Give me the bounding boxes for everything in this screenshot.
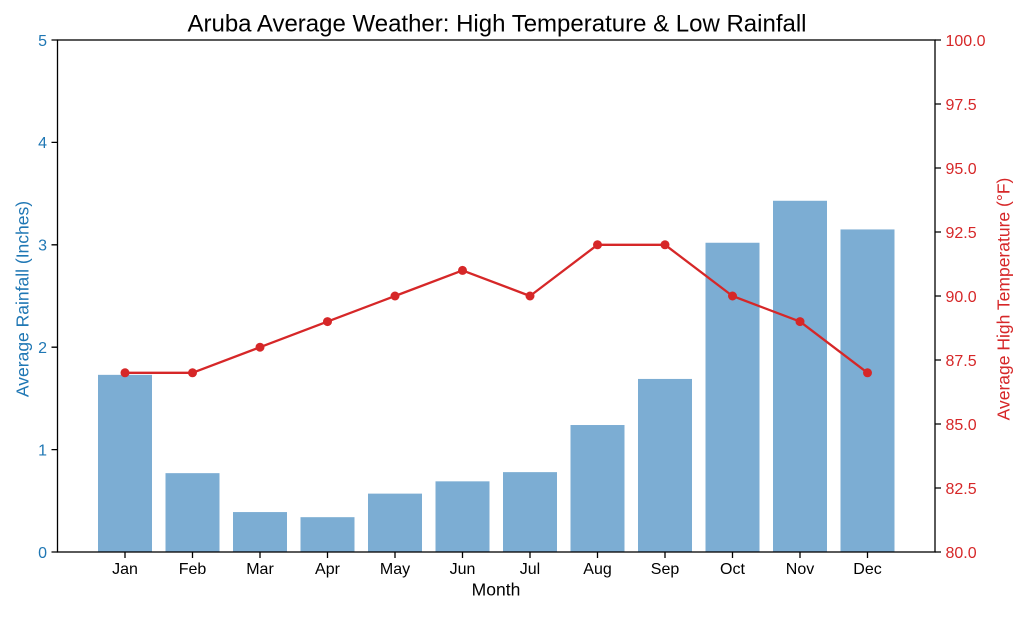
svg-text:2: 2 xyxy=(38,340,47,357)
svg-text:3: 3 xyxy=(38,238,47,255)
svg-text:Jun: Jun xyxy=(450,561,476,578)
svg-text:4: 4 xyxy=(38,135,47,152)
svg-text:85.0: 85.0 xyxy=(946,417,977,434)
svg-text:Mar: Mar xyxy=(246,561,274,578)
svg-text:92.5: 92.5 xyxy=(946,225,977,242)
svg-text:100.0: 100.0 xyxy=(946,33,986,50)
svg-text:1: 1 xyxy=(38,442,47,459)
svg-text:0: 0 xyxy=(38,545,47,562)
svg-text:Aruba Average Weather: High Te: Aruba Average Weather: High Temperature … xyxy=(187,11,806,38)
svg-text:Average High Temperature (°F): Average High Temperature (°F) xyxy=(994,178,1014,421)
svg-text:Oct: Oct xyxy=(720,561,745,578)
svg-text:95.0: 95.0 xyxy=(946,161,977,178)
svg-text:Dec: Dec xyxy=(853,561,881,578)
svg-text:Average Rainfall (Inches): Average Rainfall (Inches) xyxy=(13,201,33,397)
svg-text:82.5: 82.5 xyxy=(946,481,977,498)
svg-text:May: May xyxy=(380,561,410,578)
svg-text:Nov: Nov xyxy=(786,561,814,578)
svg-text:97.5: 97.5 xyxy=(946,97,977,114)
svg-text:80.0: 80.0 xyxy=(946,545,977,562)
svg-text:87.5: 87.5 xyxy=(946,353,977,370)
svg-text:90.0: 90.0 xyxy=(946,289,977,306)
svg-text:Month: Month xyxy=(472,579,521,599)
svg-text:Feb: Feb xyxy=(179,561,207,578)
svg-text:Aug: Aug xyxy=(583,561,611,578)
svg-text:Apr: Apr xyxy=(315,561,341,578)
svg-text:Jul: Jul xyxy=(520,561,540,578)
svg-text:Jan: Jan xyxy=(112,561,138,578)
svg-text:5: 5 xyxy=(38,33,47,50)
svg-text:Sep: Sep xyxy=(651,561,680,578)
